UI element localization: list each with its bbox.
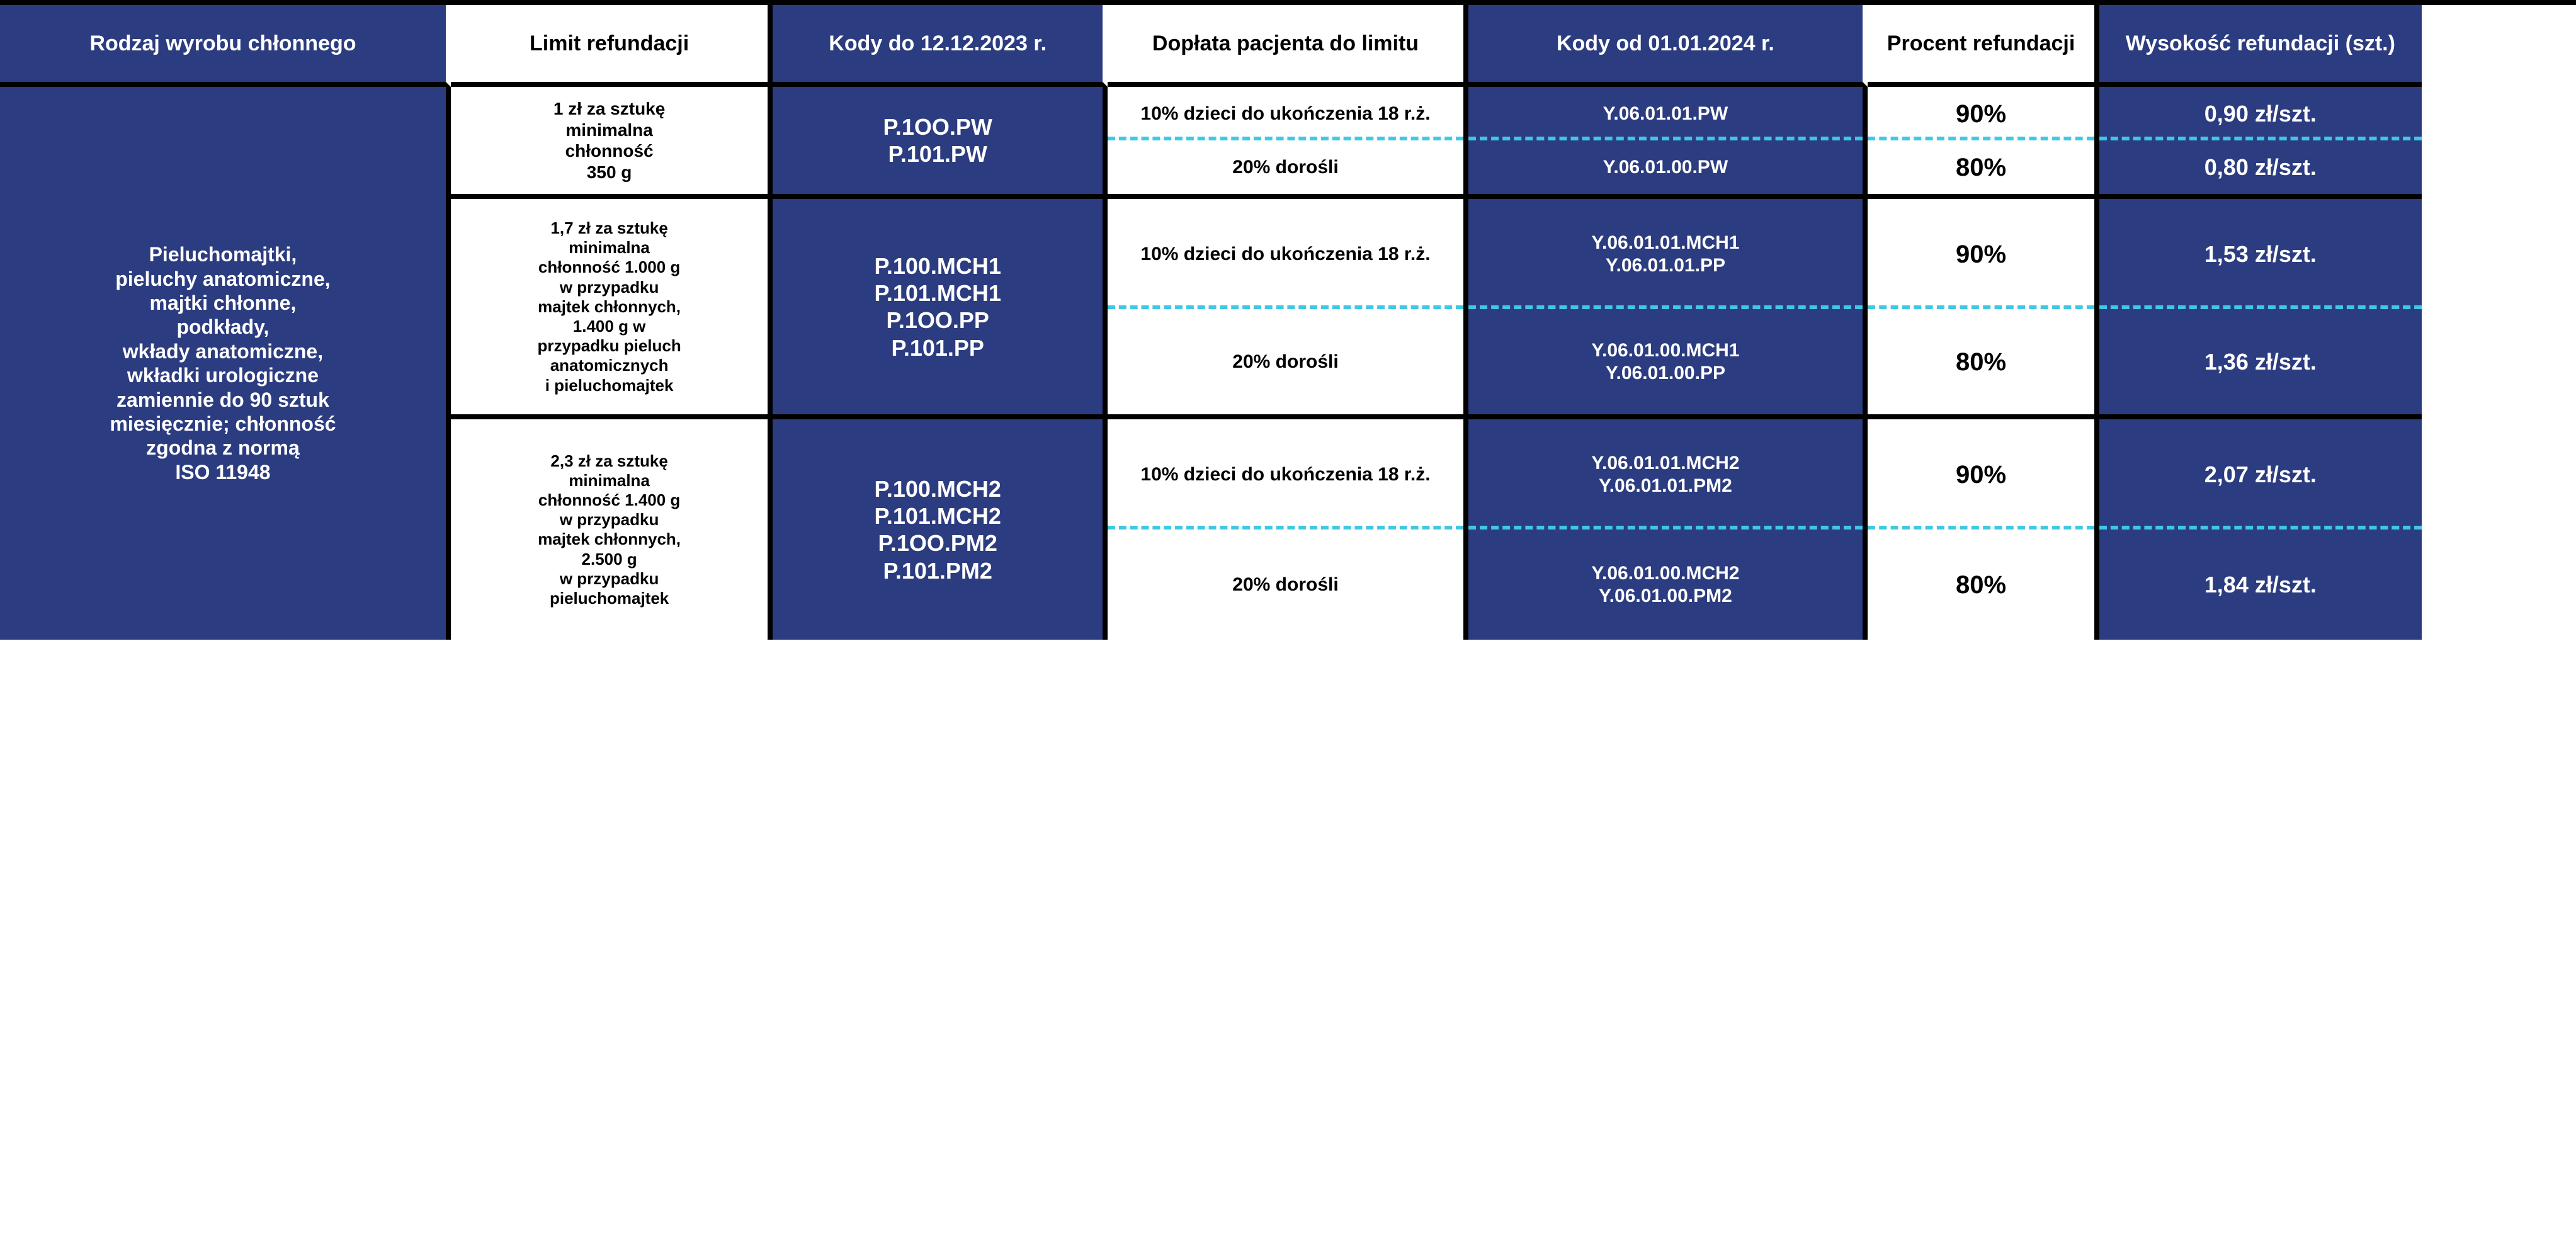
amount-g3-r1: 2,07 zł/szt.: [2099, 419, 2421, 530]
codes-new-g2-r2: Y.06.01.00.MCH1Y.06.01.00.PP: [1468, 309, 1868, 419]
hdr-amount: Wysokość refundacji (szt.): [2099, 5, 2421, 87]
limit-g1: 1 zł za sztukęminimalnachłonność350 g: [451, 87, 773, 199]
refund-table: Rodzaj wyrobu chłonnego Limit refundacji…: [0, 0, 2576, 640]
hdr-codes-new: Kody od 01.01.2024 r.: [1468, 5, 1868, 87]
hdr-surcharge: Dopłata pacjenta do limitu: [1108, 5, 1468, 87]
limit-g3: 2,3 zł za sztukęminimalnachłonność 1.400…: [451, 419, 773, 640]
hdr-product-type: Rodzaj wyrobu chłonnego: [0, 5, 451, 87]
amount-g2-r1: 1,53 zł/szt.: [2099, 199, 2421, 309]
surcharge-g2-r2: 20% dorośli: [1108, 309, 1468, 419]
amount-g2-r2: 1,36 zł/szt.: [2099, 309, 2421, 419]
surcharge-g3-r1: 10% dzieci do ukończenia 18 r.ż.: [1108, 419, 1468, 530]
codes-old-g1: P.1OO.PWP.101.PW: [773, 87, 1108, 199]
codes-old-g3: P.100.MCH2P.101.MCH2P.1OO.PM2P.101.PM2: [773, 419, 1108, 640]
percent-g1-r1: 90%: [1868, 87, 2099, 140]
hdr-percent: Procent refundacji: [1868, 5, 2099, 87]
surcharge-g3-r2: 20% dorośli: [1108, 530, 1468, 640]
codes-new-g3-r1: Y.06.01.01.MCH2Y.06.01.01.PM2: [1468, 419, 1868, 530]
amount-g1-r1: 0,90 zł/szt.: [2099, 87, 2421, 140]
surcharge-g1-r2: 20% dorośli: [1108, 140, 1468, 199]
amount-g1-r2: 0,80 zł/szt.: [2099, 140, 2421, 199]
percent-g1-r2: 80%: [1868, 140, 2099, 199]
hdr-limit: Limit refundacji: [451, 5, 773, 87]
percent-g2-r2: 80%: [1868, 309, 2099, 419]
hdr-codes-old: Kody do 12.12.2023 r.: [773, 5, 1108, 87]
surcharge-g2-r1: 10% dzieci do ukończenia 18 r.ż.: [1108, 199, 1468, 309]
limit-g2: 1,7 zł za sztukęminimalnachłonność 1.000…: [451, 199, 773, 419]
product-type-cell: Pieluchomajtki,pieluchy anatomiczne,majt…: [0, 87, 451, 640]
percent-g3-r2: 80%: [1868, 530, 2099, 640]
codes-new-g2-r1: Y.06.01.01.MCH1Y.06.01.01.PP: [1468, 199, 1868, 309]
percent-g3-r1: 90%: [1868, 419, 2099, 530]
codes-new-g1-r1: Y.06.01.01.PW: [1468, 87, 1868, 140]
surcharge-g1-r1: 10% dzieci do ukończenia 18 r.ż.: [1108, 87, 1468, 140]
percent-g2-r1: 90%: [1868, 199, 2099, 309]
codes-new-g3-r2: Y.06.01.00.MCH2Y.06.01.00.PM2: [1468, 530, 1868, 640]
codes-new-g1-r2: Y.06.01.00.PW: [1468, 140, 1868, 199]
codes-old-g2: P.100.MCH1P.101.MCH1P.1OO.PPP.101.PP: [773, 199, 1108, 419]
amount-g3-r2: 1,84 zł/szt.: [2099, 530, 2421, 640]
